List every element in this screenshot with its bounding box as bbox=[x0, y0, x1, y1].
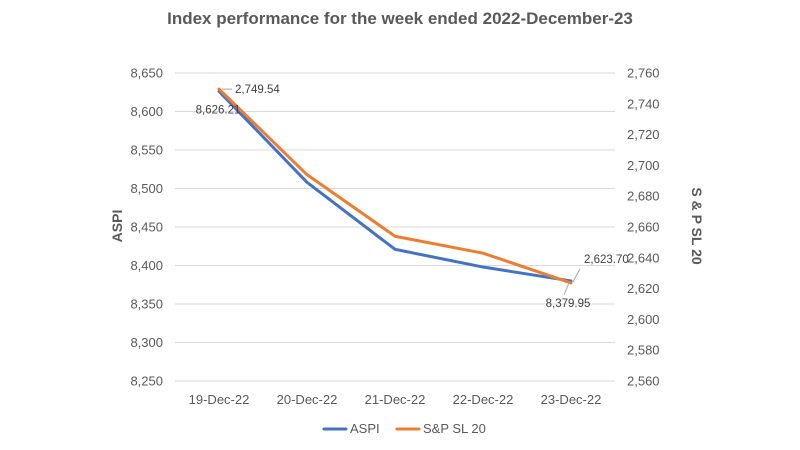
left-axis-tick-label: 8,250 bbox=[130, 374, 163, 389]
left-axis-tick-label: 8,500 bbox=[130, 181, 163, 196]
left-axis-title: ASPI bbox=[109, 210, 125, 243]
left-axis-tick-label: 8,450 bbox=[130, 220, 163, 235]
right-axis-tick-label: 2,620 bbox=[627, 281, 660, 296]
sp-end-label: 2,623.70 bbox=[584, 254, 629, 266]
right-axis-tick-label: 2,760 bbox=[627, 66, 660, 81]
left-axis-tick-label: 8,400 bbox=[130, 258, 163, 273]
right-axis-tick-label: 2,580 bbox=[627, 343, 660, 358]
right-axis-tick-label: 2,740 bbox=[627, 96, 660, 111]
legend-item-aspi: ASPI bbox=[322, 421, 380, 436]
aspi-end-label: 8,379.95 bbox=[546, 298, 591, 310]
aspi-line bbox=[217, 89, 573, 283]
sp-start-label: 2,749.54 bbox=[235, 84, 280, 96]
legend-label-aspi: ASPI bbox=[350, 421, 380, 436]
aspi-end-label-leader bbox=[563, 282, 570, 296]
gridlines bbox=[175, 72, 615, 382]
legend: ASPI S&P SL 20 bbox=[322, 421, 486, 436]
series-layer bbox=[217, 87, 573, 285]
right-axis-tick-label: 2,680 bbox=[627, 189, 660, 204]
axes: 8,250 8,300 8,350 8,400 8,450 8,500 8,550 8,600… bbox=[130, 66, 659, 408]
right-axis-title: S & P SL 20 bbox=[689, 187, 705, 265]
left-axis-tick-label: 8,300 bbox=[130, 335, 163, 350]
left-axis-tick-label: 8,650 bbox=[130, 66, 163, 81]
x-axis-tick-label: 23-Dec-22 bbox=[541, 392, 602, 407]
aspi-start-label: 8,626.21 bbox=[196, 104, 241, 116]
right-axis-tick-label: 2,600 bbox=[627, 312, 660, 327]
sp-end-label-leader bbox=[572, 268, 581, 283]
sp-sl20-line bbox=[217, 87, 573, 285]
data-labels: 8,626.21 2,749.54 2,623.70 8,379.95 bbox=[196, 84, 629, 310]
right-axis-tick-label: 2,560 bbox=[627, 374, 660, 389]
x-axis-tick-label: 20-Dec-22 bbox=[277, 392, 338, 407]
x-axis-tick-label: 22-Dec-22 bbox=[453, 392, 514, 407]
right-axis-tick-label: 2,720 bbox=[627, 127, 660, 142]
legend-label-sp-sl20: S&P SL 20 bbox=[423, 421, 486, 436]
left-axis-tick-label: 8,550 bbox=[130, 143, 163, 158]
right-axis-tick-label: 2,640 bbox=[627, 250, 660, 265]
left-axis-tick-label: 8,600 bbox=[130, 104, 163, 119]
right-axis-tick-label: 2,660 bbox=[627, 220, 660, 235]
right-axis-tick-label: 2,700 bbox=[627, 158, 660, 173]
left-axis-tick-label: 8,350 bbox=[130, 297, 163, 312]
legend-item-sp-sl20: S&P SL 20 bbox=[395, 421, 486, 436]
x-axis-tick-label: 21-Dec-22 bbox=[365, 392, 426, 407]
x-axis-tick-label: 19-Dec-22 bbox=[189, 392, 250, 407]
chart-title: Index performance for the week ended 202… bbox=[167, 9, 633, 28]
